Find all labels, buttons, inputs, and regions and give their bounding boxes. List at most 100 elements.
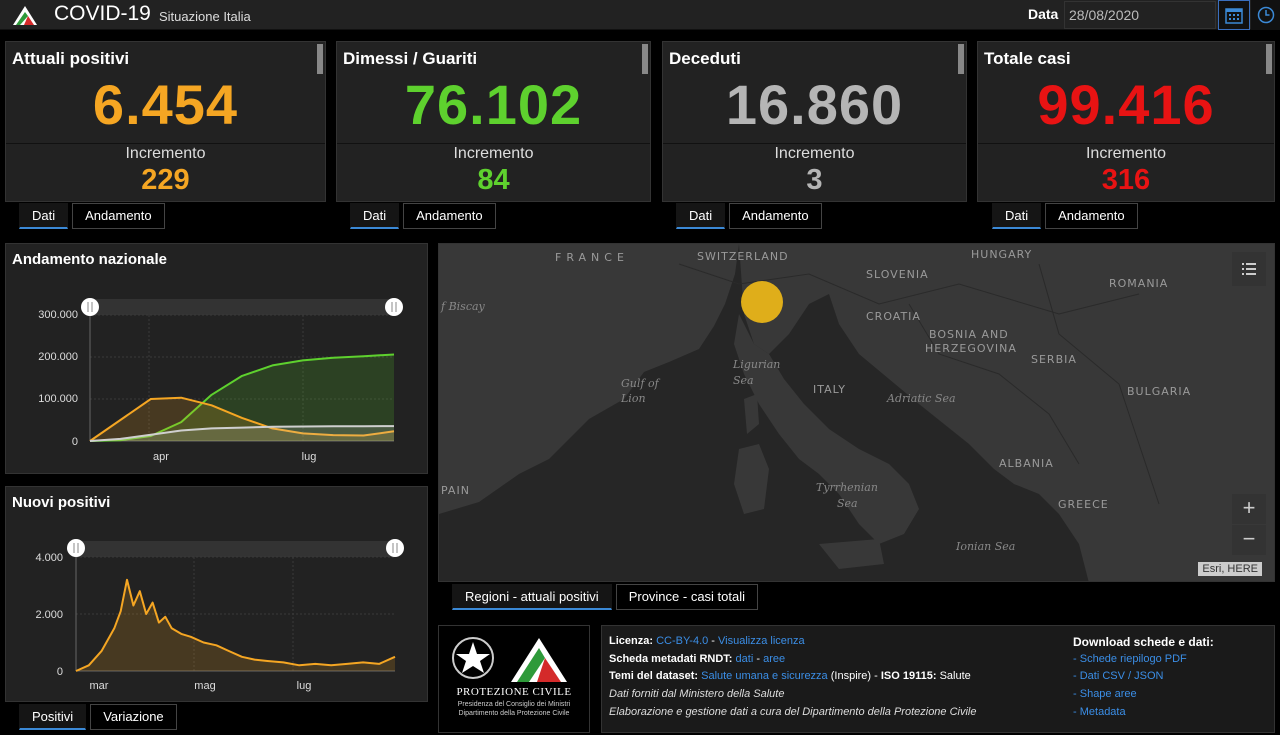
map-label-bosnia: BOSNIA AND [929, 328, 1009, 341]
increment-value: 3 [806, 164, 823, 196]
increment-value: 316 [1101, 164, 1151, 196]
licenza-separator: - [708, 635, 719, 647]
temi-label: Temi del dataset: [609, 670, 699, 682]
series-line-1 [89, 396, 395, 442]
sea-label-tyrrhenian: Tyrrhenian [816, 481, 878, 494]
panel-andamento-nazionale: Andamento nazionale 300.000 200.000 100.… [5, 243, 428, 474]
temi-rest: (Inspire) - [827, 670, 881, 682]
scheda-aree-link[interactable]: aree [763, 653, 786, 665]
clock-icon [1257, 6, 1274, 24]
scheda-label: Scheda metadati RNDT: [609, 653, 733, 665]
chart-nuovi-positivi: 4.000 2.000 0 mar mag lug [35, 539, 404, 692]
tab-dati[interactable]: Dati [992, 203, 1042, 229]
calendar-button[interactable] [1218, 0, 1250, 30]
list-icon [1242, 263, 1256, 275]
tab-regioni[interactable]: Regioni - attuali positivi [452, 584, 612, 610]
y-tick-label: 300.000 [38, 309, 78, 321]
series-line-0 [75, 578, 396, 672]
scrollbar[interactable] [958, 44, 964, 74]
map-label-spain: PAIN [441, 484, 470, 497]
download-shape-link[interactable]: - Shape aree [1073, 688, 1137, 700]
licenza-link[interactable]: CC-BY-4.0 [656, 635, 709, 647]
series-area-0 [90, 354, 394, 441]
scheda-dati-link[interactable]: dati [735, 653, 754, 665]
y-tick-label: 100.000 [38, 393, 78, 405]
tab-dati[interactable]: Dati [350, 203, 400, 229]
card-tabs-attuali: Dati Andamento [19, 203, 169, 229]
download-csv-link[interactable]: - Dati CSV / JSON [1073, 670, 1164, 682]
download-csv-label[interactable]: Dati CSV / JSON [1079, 670, 1164, 682]
sea-label-gulf: Gulf of [621, 377, 659, 390]
scrollbar[interactable] [642, 44, 648, 74]
zoom-in-button[interactable]: + [1232, 494, 1266, 524]
tab-variazione[interactable]: Variazione [90, 704, 177, 730]
slider-handle-right[interactable] [385, 298, 403, 316]
info-scheda: Scheda metadati RNDT: dati - aree [609, 653, 785, 665]
zoom-out-button[interactable]: − [1232, 525, 1266, 555]
map-label-herzegovina: HERZEGOVINA [925, 342, 1017, 355]
sicily [819, 539, 884, 569]
sea-label-ligurian-sea: Sea [733, 374, 754, 387]
slider-handle-left[interactable] [81, 298, 99, 316]
date-label: Data [1028, 6, 1059, 22]
land-mass-east [739, 244, 1274, 581]
divider [978, 143, 1274, 144]
top-bar: COVID-19 Situazione Italia Data [0, 0, 1280, 30]
iso-label: ISO 19115: [880, 670, 937, 682]
card-tabs-guariti: Dati Andamento [350, 203, 500, 229]
protezione-civile-triangle-icon [511, 638, 567, 682]
increment-value: 84 [477, 164, 510, 196]
range-slider-track[interactable] [76, 541, 395, 557]
tab-andamento[interactable]: Andamento [1045, 203, 1138, 229]
temi-link[interactable]: Salute umana e sicurezza [701, 670, 828, 682]
download-metadata-link[interactable]: - Metadata [1073, 706, 1126, 718]
sardinia [734, 444, 769, 514]
chart-series-group [75, 578, 396, 672]
map-label-italy: ITALY [813, 383, 847, 396]
slider-handle-right[interactable] [386, 539, 404, 557]
chart-andamento-nazionale: 300.000 200.000 100.000 0 apr lug [38, 298, 403, 463]
visualizza-licenza-link[interactable]: Visualizza licenza [718, 635, 805, 647]
increment-label: Incremento [125, 145, 206, 162]
map-label-albania: ALBANIA [999, 457, 1054, 470]
tab-dati[interactable]: Dati [19, 203, 69, 229]
sea-label-lion: Lion [621, 392, 646, 405]
date-input[interactable] [1064, 1, 1216, 29]
card-dimessi-guariti: Dimessi / Guariti 76.102 Incremento 84 [336, 41, 651, 202]
download-title: Download schede e dati: [1073, 635, 1214, 649]
chart-tabs-nuovi: Positivi Variazione [19, 704, 181, 730]
protezione-civile-logo-icon [13, 6, 37, 25]
map-tabs: Regioni - attuali positivi Province - ca… [452, 584, 762, 610]
scrollbar[interactable] [317, 44, 323, 74]
sea-label-tyrrhenian-sea: Sea [837, 497, 858, 510]
increment-label: Incremento [1085, 145, 1167, 162]
legend-button[interactable] [1232, 252, 1266, 286]
map-view[interactable]: FRANCE SWITZERLAND HUNGARY SLOVENIA ROMA… [438, 243, 1275, 582]
y-tick-label: 4.000 [35, 552, 63, 564]
map-label-switzerland: SWITZERLAND [697, 250, 789, 263]
download-metadata-label[interactable]: Metadata [1079, 706, 1126, 718]
card-value: 6.454 [92, 73, 239, 136]
card-title: Attuali positivi [12, 49, 130, 68]
tab-province[interactable]: Province - casi totali [615, 584, 759, 610]
slider-handle-left[interactable] [67, 539, 85, 557]
increment-label: Incremento [453, 145, 534, 162]
tab-dati[interactable]: Dati [676, 203, 726, 229]
sea-label-biscay: f Biscay [441, 300, 485, 313]
sea-label-adriatic: Adriatic Sea [887, 392, 956, 405]
scrollbar[interactable] [1266, 44, 1272, 74]
tab-positivi[interactable]: Positivi [19, 704, 87, 730]
download-pdf-link[interactable]: - Schede riepilogo PDF [1073, 653, 1187, 665]
download-pdf-label[interactable]: Schede riepilogo PDF [1079, 653, 1187, 665]
range-slider-track[interactable] [90, 299, 395, 315]
map-label-greece: GREECE [1058, 498, 1109, 511]
tab-andamento[interactable]: Andamento [729, 203, 822, 229]
tab-andamento[interactable]: Andamento [72, 203, 165, 229]
region-bubble-lombardia[interactable] [741, 281, 783, 323]
corsica [744, 394, 759, 434]
chart-title: Andamento nazionale [12, 251, 168, 268]
tab-andamento[interactable]: Andamento [403, 203, 496, 229]
clock-button[interactable] [1251, 0, 1280, 30]
download-shape-label[interactable]: Shape aree [1079, 688, 1137, 700]
map-attribution[interactable]: Esri, HERE [1198, 562, 1262, 576]
